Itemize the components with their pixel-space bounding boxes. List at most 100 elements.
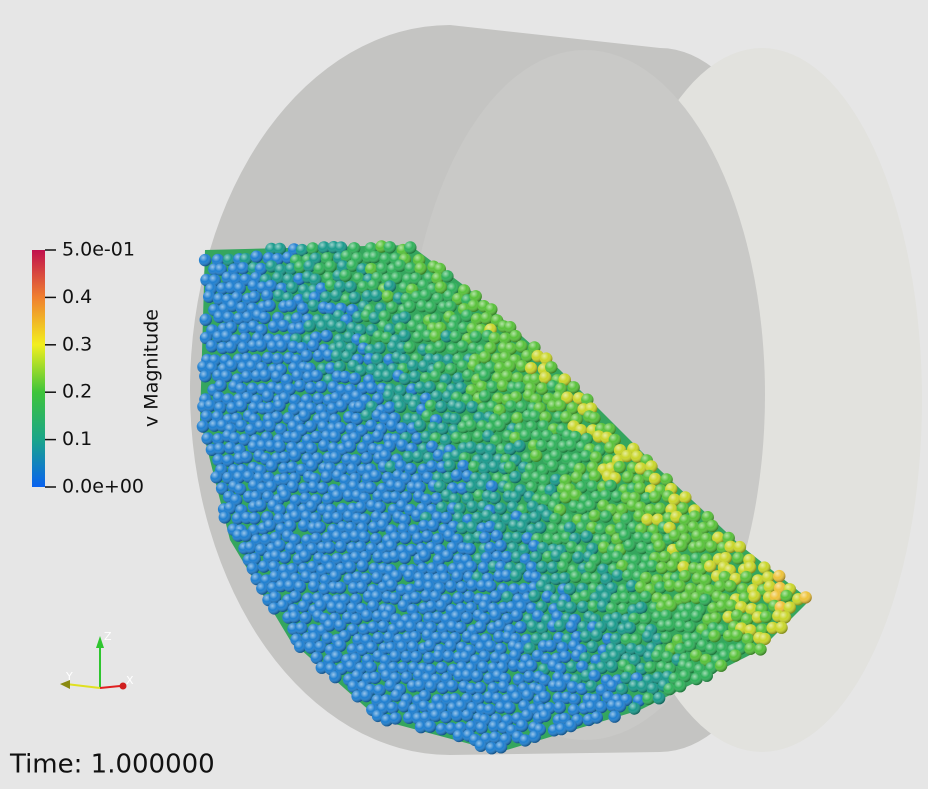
- z-label: Z: [104, 630, 112, 643]
- particle-shade: [620, 513, 633, 526]
- particle-shade: [553, 399, 567, 413]
- particle-shade: [758, 632, 771, 646]
- particle-shade: [235, 301, 249, 315]
- particle-shade: [509, 329, 522, 343]
- particle-shade: [465, 601, 478, 615]
- particle-shade: [305, 500, 318, 513]
- particle-shade: [484, 640, 497, 653]
- particle-shade: [676, 502, 690, 515]
- particle-shade: [360, 409, 373, 422]
- particle-shade: [356, 559, 369, 573]
- particle-shade: [634, 462, 647, 475]
- particle-shade: [565, 620, 578, 633]
- particle-shade: [239, 529, 253, 542]
- particle-shade: [333, 360, 346, 374]
- particle-shade: [630, 450, 644, 463]
- particle-shade: [474, 620, 487, 634]
- particle-shade: [397, 700, 411, 713]
- color-bar-tick-label: 0.1: [62, 428, 92, 450]
- particle-shade: [439, 433, 453, 447]
- particle-shade: [308, 631, 321, 644]
- particle-shade: [549, 512, 562, 526]
- particle-shade: [398, 551, 411, 564]
- particle-shade: [623, 539, 636, 552]
- particle-shade: [718, 649, 731, 663]
- particle-shade: [556, 560, 570, 573]
- particle-shade: [259, 369, 272, 382]
- particle-shade: [430, 390, 443, 403]
- particle-shade: [273, 512, 286, 526]
- particle-shade: [677, 560, 690, 574]
- particle-shade: [606, 679, 619, 693]
- particle-shade: [516, 719, 529, 732]
- particle-shade: [380, 610, 393, 623]
- particle-shade: [678, 669, 692, 683]
- particle-shade: [373, 684, 386, 697]
- particle-shade: [460, 309, 474, 322]
- particle-shade: [222, 253, 236, 266]
- particle-shade: [605, 660, 619, 673]
- particle-shade: [456, 340, 469, 353]
- particle-shade: [567, 381, 580, 394]
- particle-shade: [521, 471, 534, 484]
- particle-shade: [245, 360, 258, 373]
- particle-shade: [615, 683, 629, 696]
- particle-shade: [331, 489, 344, 503]
- particle-shade: [356, 263, 369, 276]
- particle-shade: [718, 570, 731, 584]
- particle-shade: [690, 610, 703, 623]
- particle-shade: [263, 299, 276, 312]
- particle-shade: [620, 633, 633, 646]
- particle-shade: [435, 661, 449, 675]
- particle-shade: [324, 279, 338, 292]
- color-bar-tick-label: 0.3: [62, 333, 92, 355]
- particle-shade: [314, 599, 327, 613]
- particle-shade: [376, 262, 389, 275]
- particle-shade: [563, 521, 577, 534]
- particle-shade: [291, 369, 304, 383]
- particle-shade: [348, 291, 361, 304]
- particle-shade: [606, 620, 619, 633]
- particle-shade: [424, 680, 438, 693]
- particle-shade: [334, 619, 347, 632]
- color-bar-tick-label: 0.2: [62, 381, 92, 403]
- particle-shade: [403, 569, 416, 583]
- particle-shade: [525, 659, 538, 673]
- particle-shade: [628, 654, 641, 667]
- particle-shade: [421, 530, 434, 543]
- particle-shade: [712, 531, 725, 544]
- particle-shade: [349, 530, 362, 543]
- particle-shade: [334, 320, 347, 334]
- particle-shade: [246, 562, 259, 575]
- particle-shade: [241, 311, 255, 324]
- particle-shade: [526, 620, 539, 633]
- particle-shade: [330, 349, 344, 363]
- particle-shade: [674, 680, 687, 693]
- particle-shade: [351, 669, 364, 683]
- particle-shade: [275, 340, 288, 353]
- particle-shade: [466, 579, 479, 592]
- particle-shade: [384, 460, 397, 474]
- particle-shade: [369, 532, 383, 546]
- particle-shade: [346, 259, 359, 272]
- particle-shade: [266, 340, 280, 353]
- particle-shade: [383, 440, 396, 453]
- particle-shade: [444, 640, 457, 653]
- particle-shade: [725, 599, 738, 612]
- particle-shade: [654, 581, 667, 594]
- particle-shade: [372, 550, 385, 564]
- particle-shade: [305, 459, 319, 472]
- particle-shade: [371, 610, 385, 623]
- particle-shade: [529, 511, 542, 524]
- particle-shade: [367, 621, 380, 634]
- particle-shade: [572, 551, 585, 564]
- particle-shade: [595, 661, 609, 674]
- particle-shade: [560, 411, 573, 424]
- particle-shade: [440, 710, 453, 724]
- particle-shade: [404, 621, 418, 634]
- particle-shade: [528, 730, 541, 743]
- particle-shade: [431, 533, 445, 546]
- particle-shade: [664, 579, 677, 592]
- particle-shade: [489, 590, 502, 603]
- particle-shade: [694, 540, 707, 553]
